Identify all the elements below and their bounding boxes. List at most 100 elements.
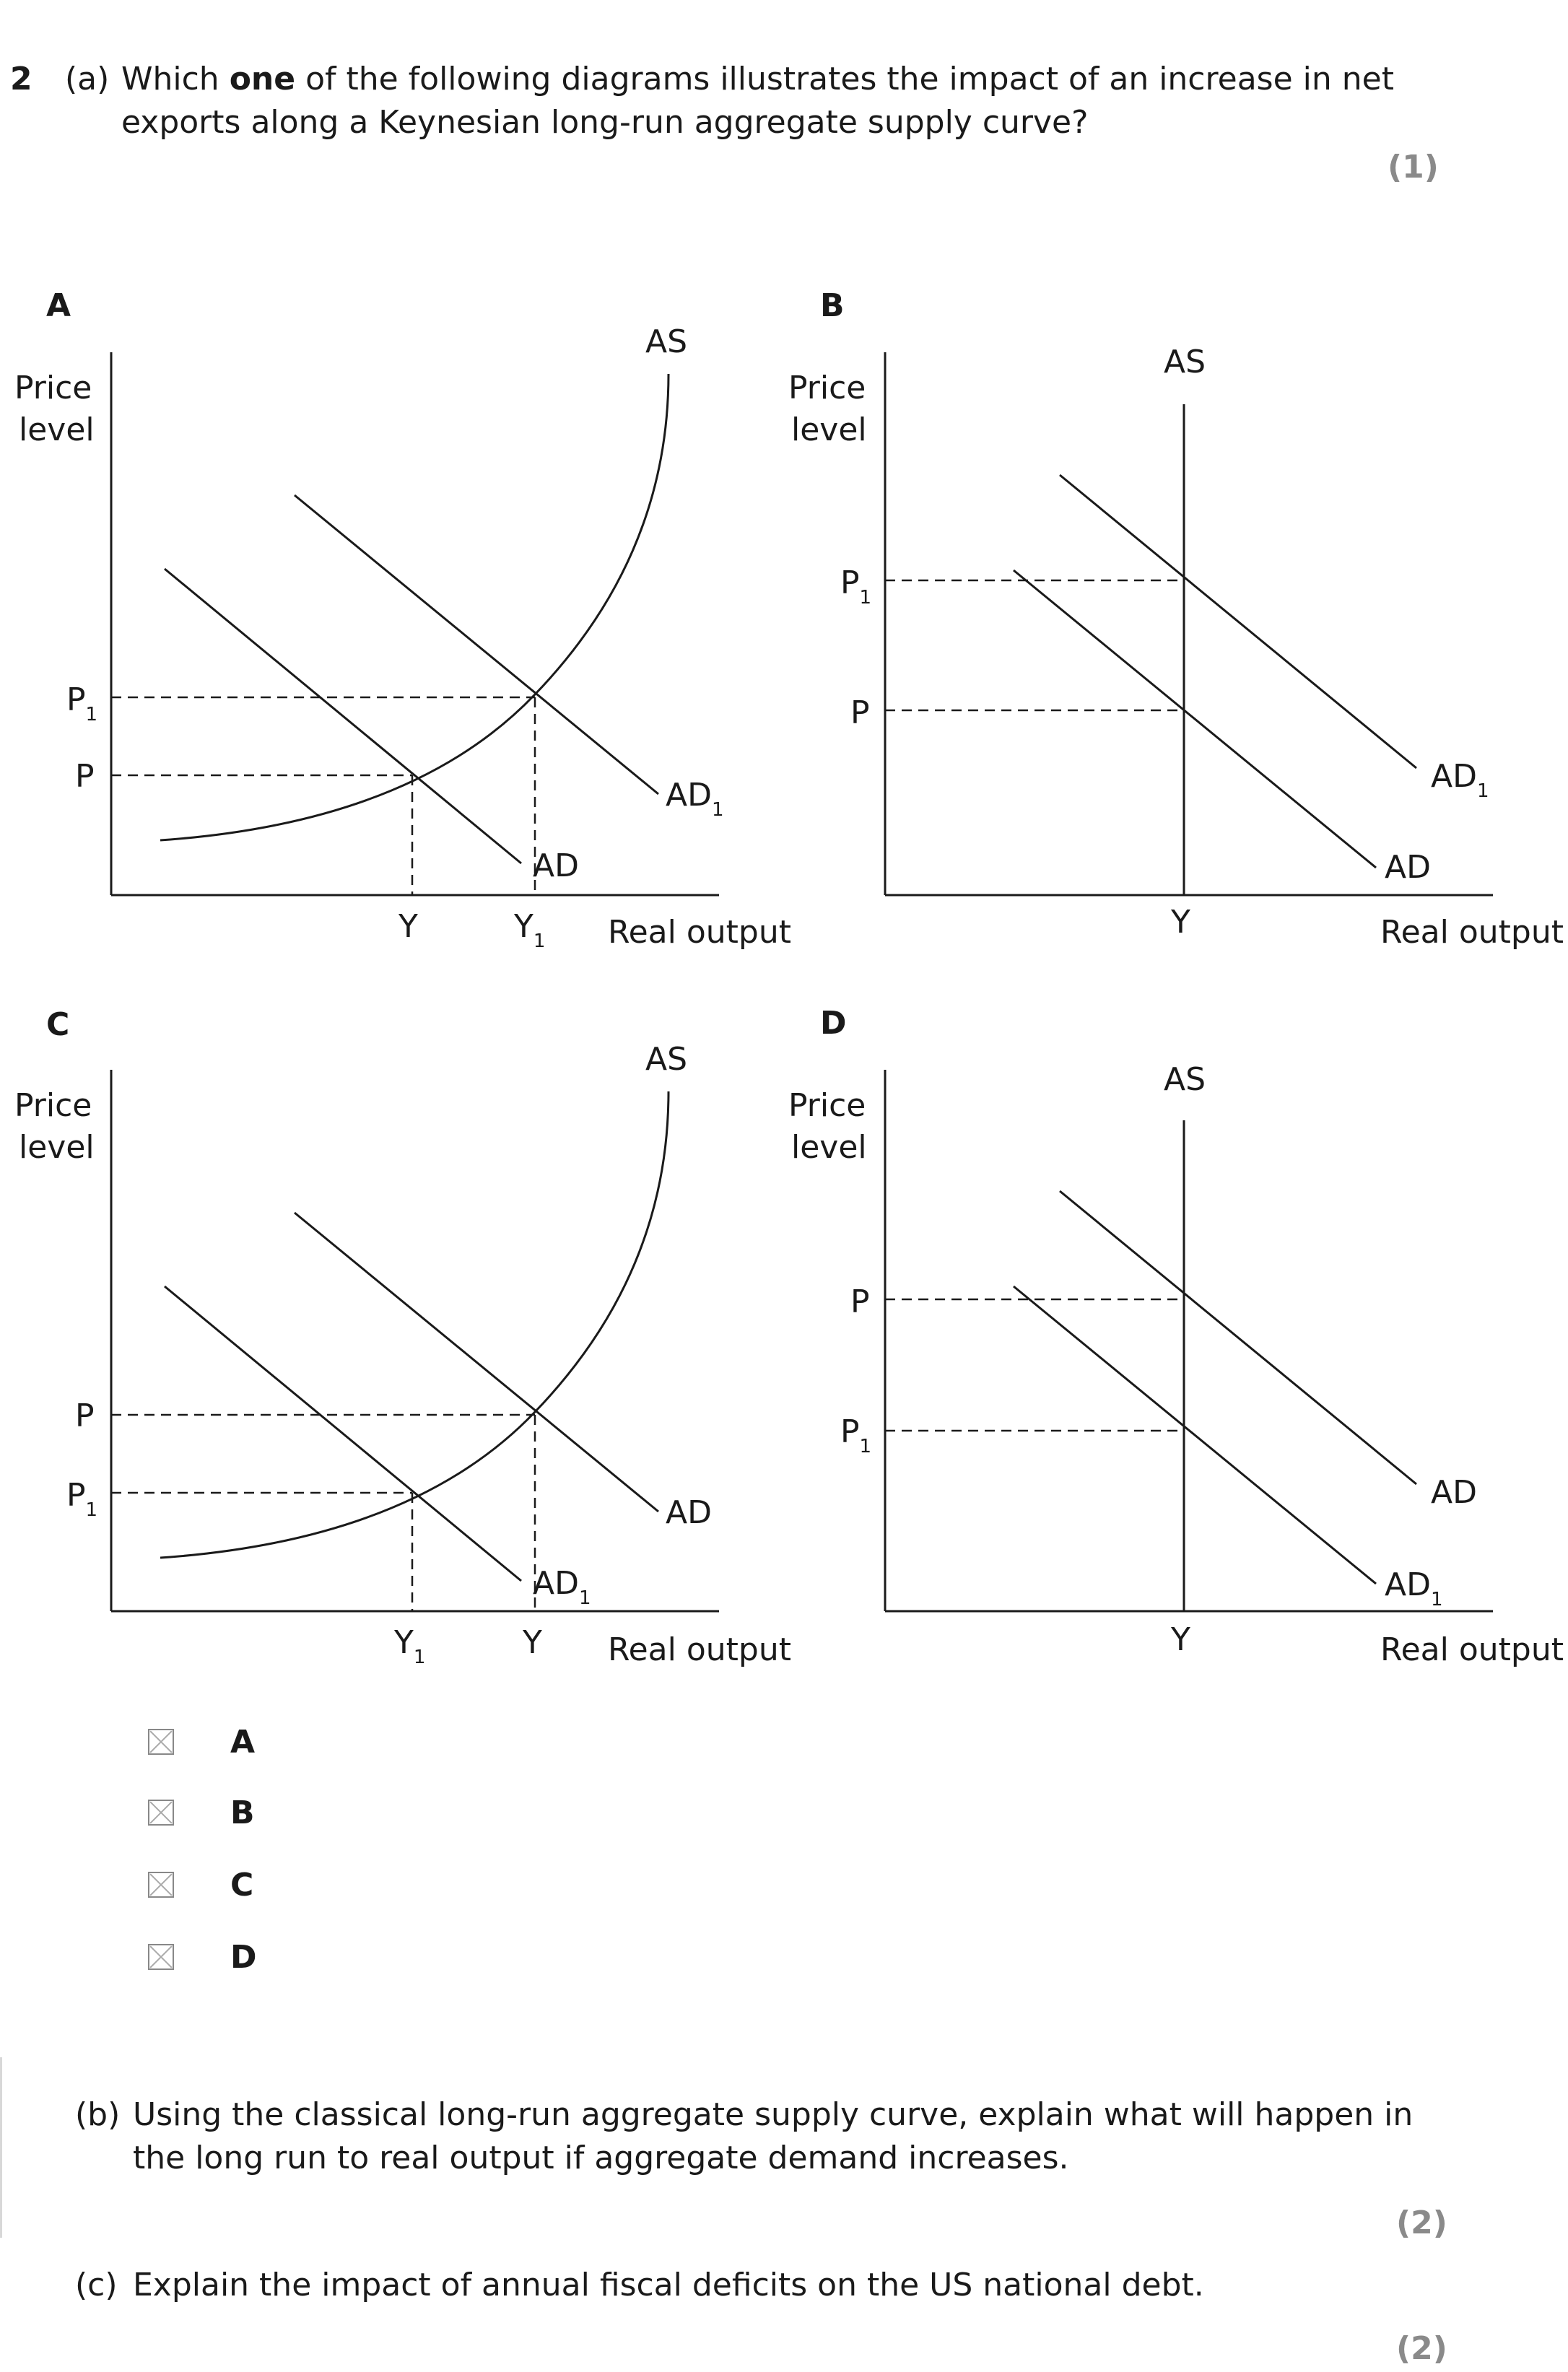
diagram-b-p1-sub: 1 [860,587,872,609]
diagram-c-group: C Price level AS AD AD1 P P1 Y1 Y Real o… [14,1006,791,1668]
option-b-label: B [230,1794,255,1831]
part-a-marks: (1) [1388,149,1439,186]
diagram-c-ad1-curve [164,1285,522,1582]
option-b-checkbox[interactable] [148,1800,174,1826]
diagram-a-y-label: Y [398,908,418,945]
part-a-line-1-pre: Which [121,61,230,97]
option-c[interactable]: C [148,1866,254,1904]
option-a-checkbox[interactable] [148,1729,174,1755]
diagram-b-ad1-curve [1059,474,1417,769]
diagram-c-ylabel-1: Price [14,1087,92,1124]
part-a-line-1-bold: one [229,61,296,97]
diagram-b-ad-label: AD [1385,849,1431,886]
diagram-c-y-label: Y [522,1624,542,1661]
diagram-a-ad1-main: AD [666,777,712,814]
diagram-a-as-curve [160,373,670,842]
diagram-b-p1-main: P [840,564,860,601]
diagram-c-xlabel: Real output [608,1631,791,1668]
diagram-d-ad-curve [1059,1190,1417,1486]
diagram-d-p1-main: P [840,1413,860,1450]
diagram-d-ad-label: AD [1431,1474,1477,1511]
part-b-line-2: the long run to real output if aggregate… [133,2140,1069,2176]
diagram-b-ad1-label: AD1 [1431,758,1489,802]
diagram-d-ad1-curve [1013,1285,1377,1585]
diagram-d-y-label: Y [1170,1621,1190,1658]
part-a-line-2: exports along a Keynesian long-run aggre… [121,104,1089,141]
diagram-a-as-label: AS [645,323,687,360]
part-a-line-1-post: of the following diagrams illustrates th… [295,61,1394,97]
diagram-d-as-label: AS [1164,1061,1206,1098]
diagram-a-group: A Price level AS AD1 AD P1 P Y Y1 Real o… [14,287,791,952]
diagram-c-ad-label: AD [666,1494,712,1531]
option-a-label: A [230,1723,256,1761]
diagram-c-as-label: AS [645,1041,687,1078]
diagram-b-xlabel: Real output [1380,914,1564,951]
part-c-marks: (2) [1396,2330,1447,2367]
diagram-a-p1-main: P [66,681,86,718]
option-c-label: C [230,1866,254,1904]
diagram-a-ad-label: AD [533,847,579,884]
option-a[interactable]: A [148,1723,256,1761]
diagram-c-y1-label: Y1 [393,1624,425,1668]
diagram-d-group: D Price level AS P P1 AD AD1 Y Real outp… [788,1005,1564,1668]
diagram-a-y1-main: Y [513,908,533,945]
question-number: 2 [10,61,32,97]
diagram-c-p1-sub: 1 [86,1499,98,1521]
diagram-c-p-label: P [75,1398,95,1434]
diagram-c-ad1-label: AD1 [533,1565,591,1609]
option-d-checkbox[interactable] [148,1944,174,1970]
diagram-b-group: B Price level AS P1 P AD1 AD Y Real outp… [788,287,1564,951]
diagram-a-ad1-label: AD1 [666,777,724,821]
option-d[interactable]: D [148,1938,257,1976]
diagram-d-ad1-main: AD [1385,1566,1431,1603]
diagram-a-ylabel-2: level [19,411,95,448]
diagram-c-ad1-main: AD [533,1565,579,1602]
part-a-line-1: Which one of the following diagrams illu… [121,59,1394,100]
diagram-b-ylabel-1: Price [788,370,866,406]
diagram-a-p1-sub: 1 [86,704,98,725]
diagram-a-p1-label: P1 [66,681,97,725]
part-a-prefix: (a) [65,61,110,97]
diagram-b-ad1-sub: 1 [1477,780,1489,802]
part-b-line-1: Using the classical long-run aggregate s… [133,2096,1414,2133]
diagram-b-letter: B [820,287,845,324]
part-b-prefix: (b) [75,2096,121,2133]
diagram-d-ylabel-1: Price [788,1087,866,1124]
diagram-d-ylabel-2: level [791,1129,867,1166]
margin-bar [0,2057,2,2238]
diagram-a-xlabel: Real output [608,914,791,951]
diagram-b-y-label: Y [1170,904,1190,941]
diagram-a-ad1-curve [294,494,659,795]
diagram-b-as-label: AS [1164,344,1206,380]
diagram-a-letter: A [46,287,71,324]
diagram-a-p-label: P [75,758,95,795]
diagram-c-y1-main: Y [393,1624,414,1661]
part-b-marks: (2) [1396,2205,1447,2241]
diagram-b-p1-label: P1 [840,564,871,609]
option-d-label: D [230,1938,257,1976]
diagram-b-ad1-main: AD [1431,758,1477,795]
diagram-a-ad1-sub: 1 [712,799,724,821]
option-c-checkbox[interactable] [148,1872,174,1898]
diagram-d-ad1-label: AD1 [1385,1566,1443,1610]
diagram-c-ylabel-2: level [19,1129,95,1166]
diagram-a-ad-curve [164,567,522,865]
diagram-d-xlabel: Real output [1380,1631,1564,1668]
diagram-d-letter: D [820,1005,847,1042]
option-b[interactable]: B [148,1795,255,1831]
diagram-d-p1-label: P1 [840,1413,871,1457]
diagram-a-ylabel-1: Price [14,370,92,406]
part-c-line-1: Explain the impact of annual fiscal defi… [133,2267,1204,2303]
diagram-c-as-curve [160,1091,670,1559]
diagram-b-ylabel-2: level [791,411,867,448]
diagram-b-ad-curve [1013,569,1377,869]
diagram-c-p1-label: P1 [66,1477,97,1521]
diagram-d-p1-sub: 1 [860,1436,872,1457]
diagram-c-letter: C [46,1006,69,1043]
diagram-c-y1-sub: 1 [414,1647,426,1668]
diagram-c-ad1-sub: 1 [579,1587,591,1609]
diagram-b-p-label: P [850,694,870,731]
diagram-c-p1-main: P [66,1477,86,1514]
diagram-a-y1-sub: 1 [533,930,546,952]
